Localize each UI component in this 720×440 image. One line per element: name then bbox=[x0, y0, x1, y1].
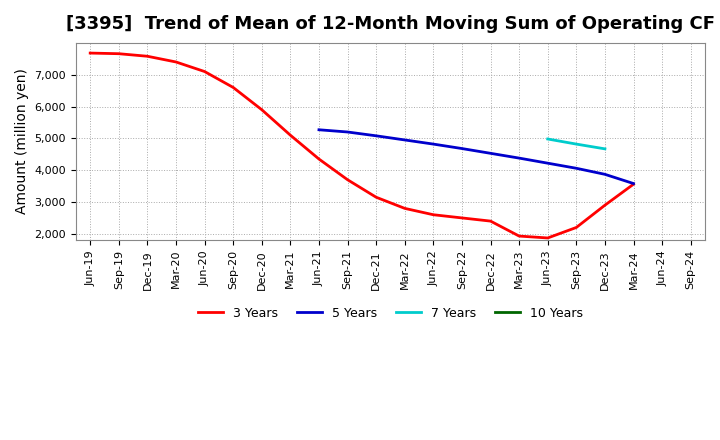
3 Years bbox=[171, 59, 180, 65]
3 Years bbox=[114, 51, 123, 56]
3 Years bbox=[286, 132, 294, 138]
Legend: 3 Years, 5 Years, 7 Years, 10 Years: 3 Years, 5 Years, 7 Years, 10 Years bbox=[193, 302, 588, 325]
3 Years bbox=[572, 225, 580, 230]
Line: 5 Years: 5 Years bbox=[319, 130, 634, 183]
5 Years bbox=[600, 172, 609, 177]
3 Years bbox=[372, 194, 380, 200]
5 Years bbox=[486, 150, 495, 156]
5 Years bbox=[629, 181, 638, 186]
5 Years bbox=[544, 161, 552, 166]
5 Years bbox=[572, 165, 580, 171]
3 Years bbox=[258, 107, 266, 112]
3 Years bbox=[486, 219, 495, 224]
Y-axis label: Amount (million yen): Amount (million yen) bbox=[15, 69, 29, 214]
3 Years bbox=[315, 156, 323, 161]
Title: [3395]  Trend of Mean of 12-Month Moving Sum of Operating CF: [3395] Trend of Mean of 12-Month Moving … bbox=[66, 15, 715, 33]
3 Years bbox=[343, 177, 352, 182]
3 Years bbox=[229, 85, 238, 90]
3 Years bbox=[515, 234, 523, 239]
7 Years bbox=[600, 146, 609, 151]
Line: 3 Years: 3 Years bbox=[90, 53, 634, 238]
3 Years bbox=[86, 51, 94, 56]
5 Years bbox=[372, 133, 380, 139]
5 Years bbox=[343, 129, 352, 135]
3 Years bbox=[200, 69, 209, 74]
Line: 7 Years: 7 Years bbox=[548, 139, 605, 149]
3 Years bbox=[429, 212, 438, 217]
7 Years bbox=[544, 136, 552, 142]
5 Years bbox=[429, 141, 438, 147]
3 Years bbox=[629, 182, 638, 187]
3 Years bbox=[600, 202, 609, 208]
3 Years bbox=[458, 215, 467, 220]
3 Years bbox=[400, 206, 409, 211]
7 Years bbox=[572, 141, 580, 147]
5 Years bbox=[400, 137, 409, 143]
3 Years bbox=[143, 54, 152, 59]
5 Years bbox=[515, 155, 523, 161]
5 Years bbox=[315, 127, 323, 132]
3 Years bbox=[544, 235, 552, 241]
5 Years bbox=[458, 146, 467, 151]
